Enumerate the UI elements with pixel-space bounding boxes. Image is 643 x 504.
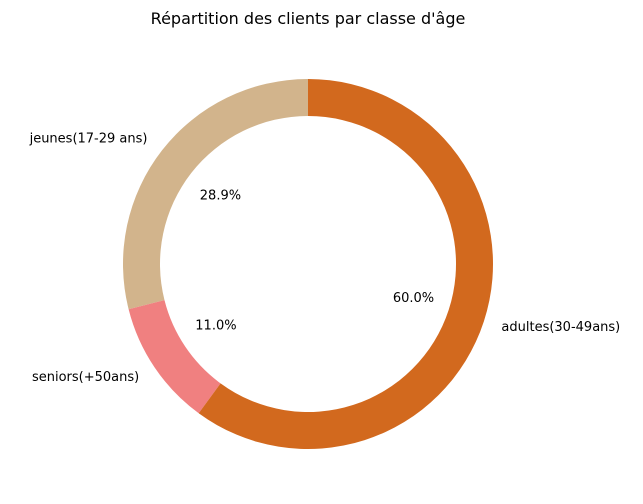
labels-layer: 28.9% jeunes(17-29 ans) 11.0% seniors(+50an… xyxy=(29,131,621,385)
slice-label-jeunes-17-29-ans: jeunes(17-29 ans) xyxy=(29,131,148,146)
slice-adultes-30-49ans xyxy=(198,79,493,449)
percent-label-adultes-30-49ans: 60.0% xyxy=(393,291,434,306)
percent-label-jeunes-17-29-ans: 28.9% xyxy=(200,188,241,203)
slice-jeunes-17-29-ans xyxy=(123,79,309,310)
slice-label-seniors-50ans: seniors(+50ans) xyxy=(32,370,139,385)
slices-layer xyxy=(123,79,493,449)
percent-label-seniors-50ans: 11.0% xyxy=(195,319,236,334)
slice-label-adultes-30-49ans: adultes(30-49ans) xyxy=(501,320,620,335)
slice-seniors-50ans xyxy=(128,300,221,414)
chart-title: Répartition des clients par classe d'âge xyxy=(151,9,466,28)
